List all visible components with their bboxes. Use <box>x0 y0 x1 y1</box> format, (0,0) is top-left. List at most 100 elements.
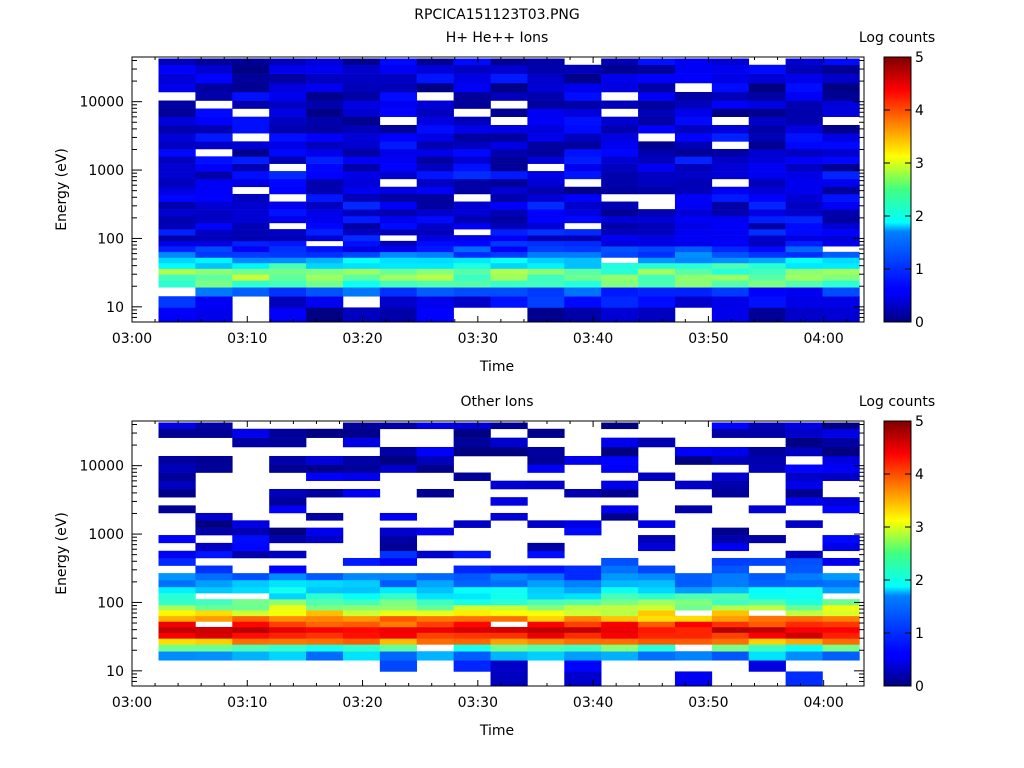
heatmap-cell <box>822 604 860 611</box>
heatmap-cell <box>416 171 454 180</box>
heatmap-cell <box>674 638 713 645</box>
heatmap-cell <box>674 215 713 224</box>
heatmap-cell <box>416 464 454 473</box>
heatmap-cell <box>564 274 602 281</box>
x-axis-label: Time <box>479 723 514 739</box>
heatmap-cell <box>379 615 418 622</box>
heatmap-cell <box>674 268 713 275</box>
heatmap-cell <box>306 171 344 180</box>
heatmap-cell <box>195 280 233 288</box>
heatmap-cell <box>195 186 233 195</box>
heatmap-cell <box>269 215 307 224</box>
x-tick-label: 03:40 <box>573 331 613 347</box>
heatmap-cell <box>822 464 860 473</box>
heatmap-cell <box>785 201 823 210</box>
heatmap-cell <box>601 455 639 465</box>
heatmap-cell <box>342 82 381 93</box>
heatmap-cell <box>785 480 823 490</box>
colorbar-tick-label: 0 <box>915 315 924 331</box>
heatmap-cell <box>785 599 823 606</box>
heatmap-cell <box>601 579 639 588</box>
heatmap-cell <box>638 565 676 574</box>
heatmap-cell <box>453 257 491 264</box>
heatmap-cell <box>379 610 418 617</box>
heatmap-cell <box>416 615 454 622</box>
heatmap-cell <box>342 64 381 74</box>
heatmap-cell <box>564 599 602 606</box>
heatmap-cell <box>674 148 713 157</box>
heatmap-cell <box>379 163 418 172</box>
heatmap-cell <box>748 124 786 134</box>
heatmap-cell <box>822 235 860 242</box>
heatmap-cell <box>822 148 860 157</box>
heatmap-cell <box>822 446 860 457</box>
heatmap-cell <box>711 565 750 574</box>
heatmap-cell <box>379 660 418 672</box>
heatmap-cell <box>195 229 233 236</box>
heatmap-cell <box>158 82 196 93</box>
heatmap-cell <box>601 171 639 180</box>
heatmap-cell <box>638 644 676 652</box>
heatmap-cell <box>527 246 565 253</box>
heatmap-cell <box>379 73 418 84</box>
heatmap-cell <box>785 437 823 448</box>
heatmap-cell <box>638 240 676 247</box>
heatmap-cell <box>306 632 344 639</box>
heatmap-cell <box>674 108 713 117</box>
heatmap-cell <box>158 251 196 258</box>
heatmap-cell <box>269 100 307 109</box>
heatmap-cell <box>822 638 860 645</box>
heatmap-cell <box>490 148 528 157</box>
heatmap-cell <box>638 82 676 93</box>
heatmap-cell <box>674 124 713 134</box>
heatmap-cell <box>158 586 196 594</box>
heatmap-cell <box>674 586 713 594</box>
heatmap-cell <box>564 621 602 628</box>
heatmap-cell <box>416 246 454 253</box>
heatmap-cell <box>269 638 307 645</box>
heatmap-cell <box>195 638 233 645</box>
heatmap-cell <box>195 287 233 297</box>
heatmap-cell <box>379 280 418 288</box>
heatmap-cell <box>306 573 344 581</box>
heatmap-cell <box>306 651 344 661</box>
heatmap-cell <box>379 542 418 552</box>
heatmap-cell <box>527 58 565 66</box>
heatmap-cell <box>306 488 344 498</box>
heatmap-cell <box>711 621 750 628</box>
heatmap-cell <box>785 446 823 457</box>
heatmap-cell <box>564 240 602 247</box>
heatmap-cell <box>748 240 786 247</box>
heatmap-cell <box>158 222 196 230</box>
heatmap-cell <box>822 141 860 150</box>
heatmap-cell <box>674 593 713 600</box>
heatmap-cell <box>490 163 528 172</box>
heatmap-cell <box>527 274 565 281</box>
heatmap-cell <box>564 593 602 600</box>
heatmap-cell <box>638 58 676 66</box>
heatmap-cell <box>601 141 639 150</box>
heatmap-cell <box>232 229 270 236</box>
heatmap-cell <box>638 573 676 581</box>
heatmap-cell <box>269 527 307 536</box>
heatmap-cell <box>785 593 823 600</box>
heatmap-cell <box>748 141 786 150</box>
heatmap-cell <box>711 193 750 202</box>
heatmap-cell <box>269 73 307 84</box>
heatmap-cell <box>785 193 823 202</box>
heatmap-cell <box>232 586 270 594</box>
y-tick-label: 1000 <box>88 163 124 179</box>
heatmap-cell <box>232 550 270 559</box>
heatmap-cell <box>711 472 750 481</box>
heatmap-cell <box>342 632 381 639</box>
heatmap-cell <box>269 116 307 126</box>
x-tick-label: 03:30 <box>458 695 498 711</box>
heatmap-cell <box>416 307 454 323</box>
heatmap-cell <box>748 573 786 581</box>
x-tick-label: 03:10 <box>227 695 267 711</box>
heatmap-cell <box>785 262 823 269</box>
heatmap-cell <box>748 621 786 628</box>
colorbar-axis: 0 1 2 3 4 5 <box>884 50 924 331</box>
heatmap-cell <box>379 512 418 521</box>
heatmap-cell <box>158 428 196 438</box>
